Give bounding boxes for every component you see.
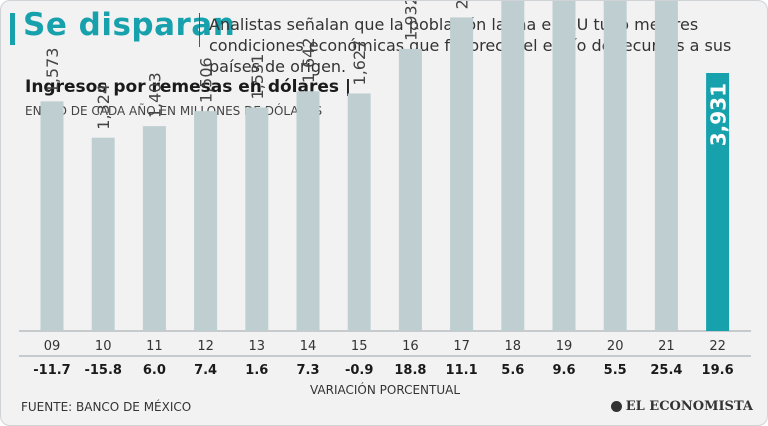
bar-21 <box>654 1 678 331</box>
year-label-19: 19 <box>556 339 573 354</box>
variation-value-13: 1.6 <box>245 363 268 378</box>
year-label-14: 14 <box>300 339 317 354</box>
year-label-11: 11 <box>146 339 163 354</box>
value-label-11: 1,403 <box>145 72 164 118</box>
year-label-13: 13 <box>249 339 266 354</box>
logo-text: EL ECONOMISTA <box>625 399 753 414</box>
bar-16 <box>398 48 422 331</box>
bar-11 <box>142 126 166 331</box>
variation-value-19: 9.6 <box>552 363 575 378</box>
year-label-20: 20 <box>607 339 624 354</box>
year-label-18: 18 <box>505 339 522 354</box>
bar-15 <box>347 93 371 331</box>
value-label-10: 1,324 <box>94 84 113 130</box>
bar-10 <box>91 137 115 331</box>
bar-14 <box>296 91 320 331</box>
year-label-10: 10 <box>95 339 112 354</box>
value-label-15: 1,627 <box>350 40 369 86</box>
bar-17 <box>450 17 474 332</box>
source-note: FUENTE: BANCO DE MÉXICO <box>21 400 192 414</box>
variation-value-11: 6.0 <box>143 363 166 378</box>
year-label-09: 09 <box>44 339 61 354</box>
variation-value-09: -11.7 <box>33 363 70 378</box>
bar-22 <box>706 73 730 331</box>
bar-09 <box>40 101 64 331</box>
year-label-12: 12 <box>197 339 214 354</box>
bar-20 <box>603 1 627 332</box>
bar-18 <box>501 1 525 331</box>
variation-value-15: -0.9 <box>345 363 373 378</box>
variation-value-21: 25.4 <box>650 363 682 378</box>
year-label-17: 17 <box>453 339 470 354</box>
bar-12 <box>194 111 218 332</box>
variation-axis-label: VARIACIÓN PORCENTUAL <box>310 382 460 397</box>
year-label-21: 21 <box>658 339 675 354</box>
variation-value-14: 7.3 <box>296 363 319 378</box>
year-label-22: 22 <box>709 339 726 354</box>
bar-13 <box>245 107 269 331</box>
value-label-12: 1,506 <box>197 57 216 103</box>
logo-icon <box>610 401 622 412</box>
variation-value-18: 5.6 <box>501 363 524 378</box>
value-label-16: 1,932 <box>401 1 420 41</box>
headline-divider <box>199 13 200 47</box>
value-label-14: 1,642 <box>299 37 318 83</box>
variation-value-16: 18.8 <box>394 363 426 378</box>
variation-value-12: 7.4 <box>194 363 217 378</box>
value-label-22: 3,931 <box>707 83 731 146</box>
year-label-15: 15 <box>351 339 368 354</box>
variation-value-17: 11.1 <box>446 363 478 378</box>
chart-title: Ingresos por remesas en dólares | <box>25 77 352 97</box>
variation-value-22: 19.6 <box>702 363 734 378</box>
bar-19 <box>552 1 576 331</box>
variation-value-20: 5.5 <box>604 363 627 378</box>
publisher-logo: EL ECONOMISTA <box>610 399 753 414</box>
value-label-09: 1,573 <box>43 48 62 94</box>
variation-value-10: -15.8 <box>84 363 121 378</box>
value-label-17: 2,148 <box>453 1 472 9</box>
headline-accent-bar <box>10 13 15 45</box>
value-label-13: 1,531 <box>248 54 267 100</box>
year-label-16: 16 <box>402 339 419 354</box>
